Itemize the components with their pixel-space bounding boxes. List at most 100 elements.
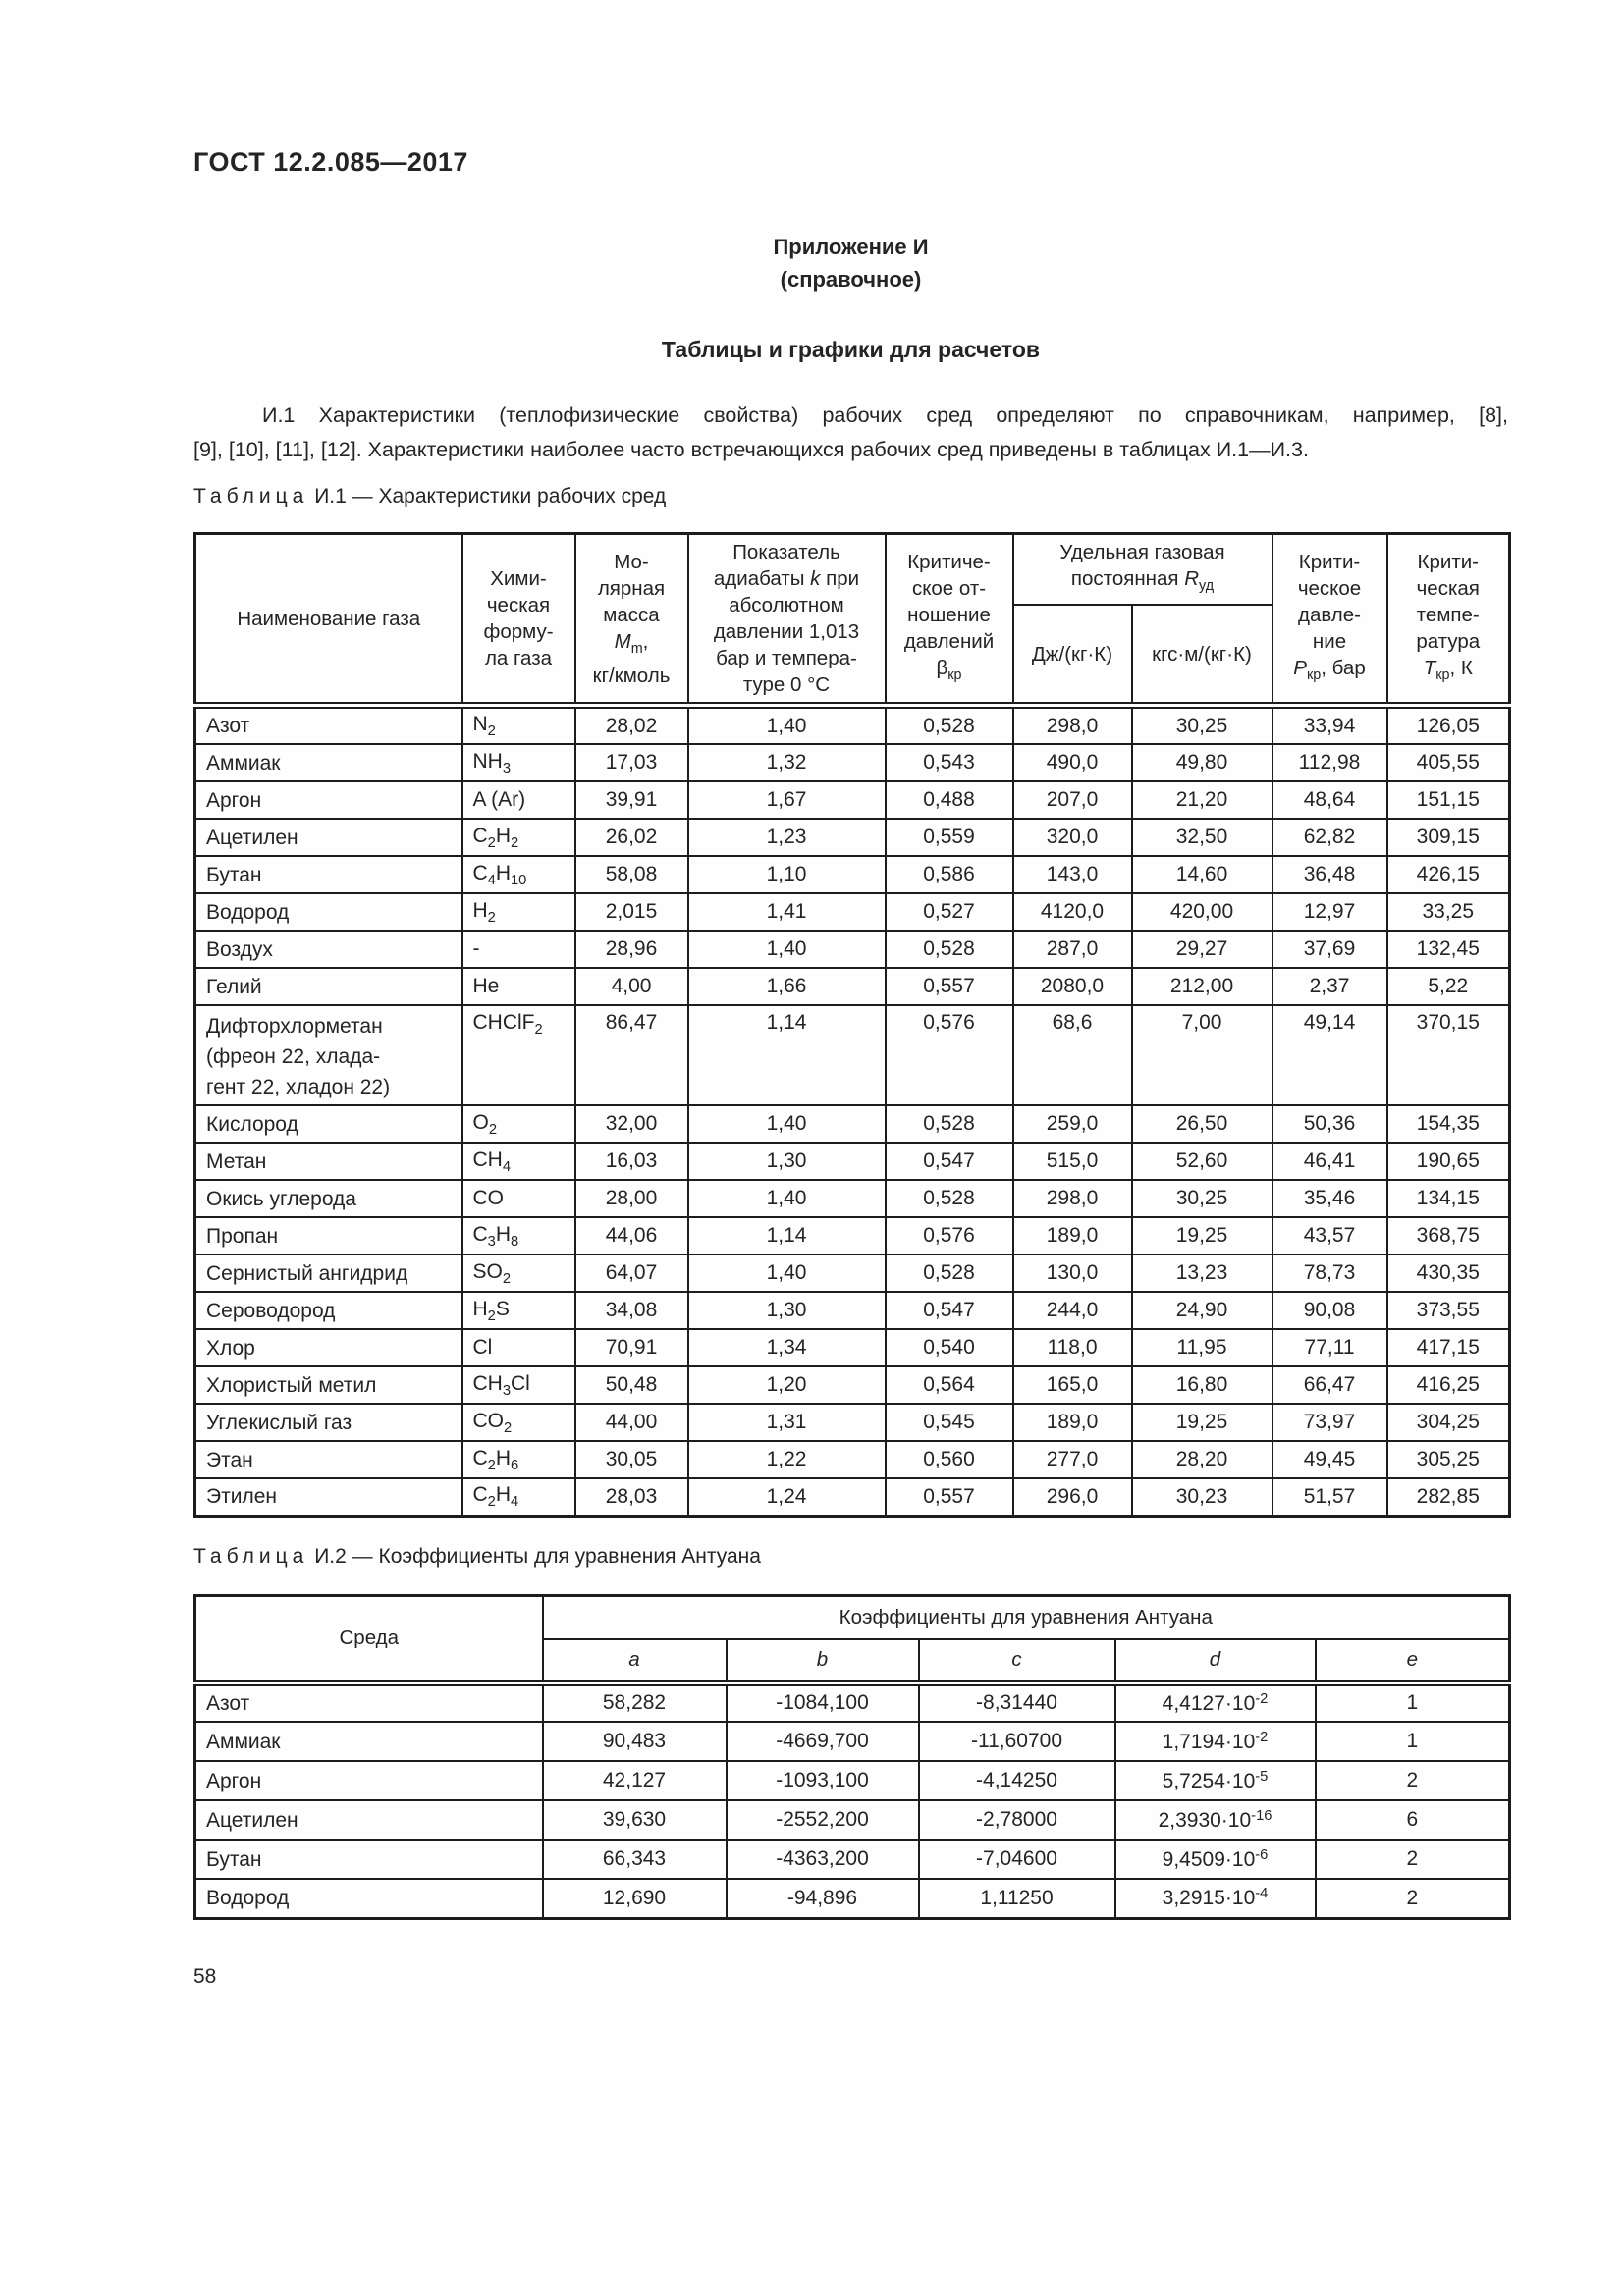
- header-gas-name: Наименование газа: [193, 532, 463, 709]
- table-row: Сероводород H2S 34,08 1,30 0,547 244,0 24,90 90…: [193, 1291, 1511, 1330]
- cell-adiabatic: 1,30: [686, 1291, 887, 1330]
- cell-coef-b: -1084,100: [725, 1682, 920, 1723]
- table-row: Этилен C2H4 28,03 1,24 0,557 296,0 30,23 51,57 2…: [193, 1477, 1511, 1517]
- cell-critical-ratio: 0,528: [884, 930, 1014, 969]
- table-row: Окись углерода CO 28,00 1,40 0,528 298,0 30,25…: [193, 1179, 1511, 1218]
- header-row: Среда Коэффициенты для уравнения Антуана: [193, 1594, 1511, 1686]
- cell-r-j: 296,0: [1011, 1477, 1133, 1517]
- cell-adiabatic: 1,66: [686, 967, 887, 1006]
- table-row: Хлористый метил CH3Cl 50,48 1,20 0,564 165,0 1…: [193, 1365, 1511, 1405]
- cell-r-kgs: 29,27: [1130, 930, 1273, 969]
- cell-coef-b: -4363,200: [725, 1839, 920, 1880]
- table-row: Аргон A (Ar) 39,91 1,67 0,488 207,0 21,20 48,64…: [193, 780, 1511, 820]
- table1-caption-word: Таблица: [193, 485, 309, 507]
- table1-caption: Таблица И.1 — Характеристики рабочих сре…: [193, 485, 1508, 508]
- cell-critical-ratio: 0,557: [884, 1477, 1014, 1517]
- paragraph-line: И.1 Характеристики (теплофизические свой…: [262, 403, 1508, 427]
- header-gas-constant-group: Удельная газовая постоянная Rуд: [1011, 532, 1273, 606]
- cell-formula: O2: [460, 1104, 576, 1144]
- cell-critical-ratio: 0,559: [884, 818, 1014, 857]
- cell-adiabatic: 1,67: [686, 780, 887, 820]
- cell-formula: CO: [460, 1179, 576, 1218]
- cell-critical-pressure: 77,11: [1271, 1328, 1388, 1367]
- cell-r-j: 130,0: [1011, 1254, 1133, 1293]
- cell-coef-c: 1,11250: [917, 1878, 1116, 1919]
- cell-coef-c: -8,31440: [917, 1682, 1116, 1723]
- cell-r-j: 287,0: [1011, 930, 1133, 969]
- cell-gas-name: Дифторхлорметан (фреон 22, хлада- гент 2…: [193, 1004, 463, 1106]
- cell-r-j: 298,0: [1011, 1179, 1133, 1218]
- cell-adiabatic: 1,40: [686, 704, 887, 745]
- table2-caption-rest: — Коэффициенты для уравнения Антуана: [352, 1544, 761, 1568]
- cell-r-kgs: 11,95: [1130, 1328, 1273, 1367]
- cell-critical-pressure: 66,47: [1271, 1365, 1388, 1405]
- cell-adiabatic: 1,10: [686, 855, 887, 894]
- cell-molar-mass: 44,06: [573, 1216, 689, 1255]
- header-critical-pressure: Крити- ческое давле- ние Pкр, бар: [1271, 532, 1388, 709]
- header-critical-ratio: Критиче- ское от- ношение давлений βкр: [884, 532, 1014, 709]
- cell-critical-pressure: 73,97: [1271, 1403, 1388, 1442]
- cell-adiabatic: 1,32: [686, 743, 887, 782]
- cell-coef-a: 42,127: [541, 1760, 728, 1801]
- cell-critical-temperature: 304,25: [1385, 1403, 1511, 1442]
- cell-gas-name: Сероводород: [193, 1291, 463, 1330]
- cell-critical-temperature: 132,45: [1385, 930, 1511, 969]
- cell-medium: Аргон: [193, 1760, 544, 1801]
- cell-critical-temperature: 368,75: [1385, 1216, 1511, 1255]
- appendix-note: (справочное): [780, 267, 922, 292]
- cell-coef-a: 66,343: [541, 1839, 728, 1880]
- cell-formula: C4H10: [460, 855, 576, 894]
- cell-critical-pressure: 33,94: [1271, 704, 1388, 745]
- cell-molar-mass: 4,00: [573, 967, 689, 1006]
- cell-molar-mass: 70,91: [573, 1328, 689, 1367]
- cell-critical-ratio: 0,527: [884, 892, 1014, 932]
- cell-coef-c: -11,60700: [917, 1721, 1116, 1762]
- header-adiabatic-index: Показатель адиабаты k при абсолютном дав…: [686, 532, 887, 709]
- cell-adiabatic: 1,20: [686, 1365, 887, 1405]
- cell-r-j: 320,0: [1011, 818, 1133, 857]
- cell-r-j: 2080,0: [1011, 967, 1133, 1006]
- cell-coef-e: 2: [1314, 1839, 1511, 1880]
- cell-critical-pressure: 50,36: [1271, 1104, 1388, 1144]
- cell-coef-d: 1,7194·10-2: [1113, 1721, 1317, 1762]
- cell-r-kgs: 13,23: [1130, 1254, 1273, 1293]
- cell-adiabatic: 1,23: [686, 818, 887, 857]
- cell-r-j: 259,0: [1011, 1104, 1133, 1144]
- cell-coef-a: 58,282: [541, 1682, 728, 1723]
- cell-formula: C2H6: [460, 1440, 576, 1479]
- cell-adiabatic: 1,40: [686, 1104, 887, 1144]
- cell-gas-name: Этан: [193, 1440, 463, 1479]
- header-critical-temperature: Крити- ческая темпе- ратура Tкр, К: [1385, 532, 1511, 709]
- cell-r-j: 68,6: [1011, 1004, 1133, 1106]
- header-coef-c: c: [917, 1638, 1116, 1686]
- cell-critical-ratio: 0,560: [884, 1440, 1014, 1479]
- cell-medium: Аммиак: [193, 1721, 544, 1762]
- cell-gas-name: Углекислый газ: [193, 1403, 463, 1442]
- cell-critical-ratio: 0,543: [884, 743, 1014, 782]
- table-row: Кислород O2 32,00 1,40 0,528 259,0 26,50 50,36 1…: [193, 1104, 1511, 1144]
- cell-adiabatic: 1,31: [686, 1403, 887, 1442]
- header-coef-a: a: [541, 1638, 728, 1686]
- table-row: Бутан 66,343 -4363,200 -7,04600 9,4509·10-6 2: [193, 1839, 1511, 1880]
- cell-molar-mass: 34,08: [573, 1291, 689, 1330]
- cell-coef-b: -4669,700: [725, 1721, 920, 1762]
- cell-critical-ratio: 0,576: [884, 1216, 1014, 1255]
- cell-adiabatic: 1,14: [686, 1004, 887, 1106]
- table2-caption-num: И.2: [314, 1544, 347, 1568]
- table-row: Этан C2H6 30,05 1,22 0,560 277,0 28,20 49,45 305…: [193, 1440, 1511, 1479]
- cell-critical-pressure: 36,48: [1271, 855, 1388, 894]
- cell-molar-mass: 58,08: [573, 855, 689, 894]
- cell-r-j: 207,0: [1011, 780, 1133, 820]
- intro-paragraph: И.1 Характеристики (теплофизические свой…: [193, 399, 1508, 467]
- cell-critical-temperature: 309,15: [1385, 818, 1511, 857]
- cell-critical-temperature: 282,85: [1385, 1477, 1511, 1517]
- cell-formula: H2S: [460, 1291, 576, 1330]
- cell-r-kgs: 49,80: [1130, 743, 1273, 782]
- cell-gas-name: Этилен: [193, 1477, 463, 1517]
- cell-critical-ratio: 0,586: [884, 855, 1014, 894]
- cell-r-kgs: 26,50: [1130, 1104, 1273, 1144]
- cell-coef-e: 1: [1314, 1721, 1511, 1762]
- paragraph-line: [9], [10], [11], [12]. Характеристики на…: [193, 438, 1309, 461]
- table-row: Аргон 42,127 -1093,100 -4,14250 5,7254·10-5 2: [193, 1760, 1511, 1801]
